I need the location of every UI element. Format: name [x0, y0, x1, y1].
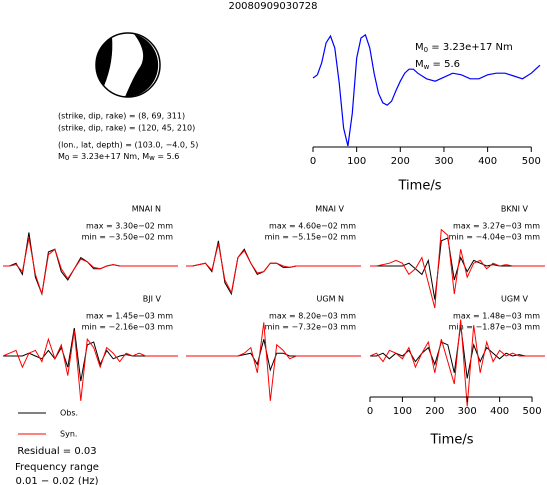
- text-part: M: [415, 42, 424, 53]
- annotation: M0 = 3.23e+17 Nm: [415, 42, 513, 54]
- legend-label: Syn.: [60, 430, 77, 439]
- moment-line: M0 = 3.23e+17 Nm, Mw = 5.6: [58, 152, 179, 163]
- text-part: = 5.6: [155, 152, 180, 161]
- data-line: [186, 322, 361, 401]
- subscript: 0: [424, 46, 428, 54]
- subscript: w: [149, 154, 155, 162]
- min-label: min = −4.04e−03 mm: [449, 233, 541, 242]
- text-part: = 3.23e+17 Nm, M: [69, 152, 149, 161]
- x-tick-label: 400: [478, 156, 497, 167]
- x-axis-label: Time/s: [430, 433, 474, 448]
- annotation: Mw = 5.6: [415, 59, 460, 71]
- station-label: UGM V: [501, 295, 529, 304]
- beachball-compression: [95, 37, 113, 86]
- text-part: = 5.6: [429, 59, 460, 70]
- x-tick-label: 500: [522, 156, 541, 167]
- x-tick-label: 200: [391, 156, 410, 167]
- data-line: [370, 228, 545, 309]
- max-label: max = 3.27e−03 mm: [453, 222, 540, 231]
- max-label: max = 8.20e−03 mm: [269, 312, 356, 321]
- data-line: [312, 33, 541, 147]
- text-part: = 3.23e+17 Nm: [428, 42, 513, 53]
- max-label: max = 1.45e−03 mm: [86, 312, 173, 321]
- min-label: min = −7.32e−03 mm: [265, 323, 357, 332]
- subscript: w: [424, 63, 430, 71]
- station-label: BJI V: [143, 295, 162, 304]
- x-axis-label: Time/s: [398, 179, 442, 194]
- min-label: min = −2.16e−03 mm: [82, 323, 174, 332]
- legend-label: Obs.: [60, 409, 78, 418]
- mechanism-line: (strike, dip, rake) = (8, 69, 311): [58, 112, 185, 121]
- x-tick-label: 300: [458, 406, 477, 417]
- mechanism-line: (lon., lat, depth) = (103.0, −4.0, 5): [58, 141, 198, 150]
- text-part: M: [58, 152, 65, 161]
- beachball-compression: [125, 34, 159, 98]
- station-label: MNAI N: [132, 205, 161, 214]
- x-tick-label: 300: [434, 156, 453, 167]
- data-line: [3, 237, 178, 295]
- x-tick-label: 500: [522, 406, 541, 417]
- frequency-label: Frequency range: [15, 462, 99, 473]
- data-line: [2, 330, 178, 401]
- min-label: min = −3.50e−02 mm: [82, 233, 174, 242]
- residual: Residual = 0.03: [17, 446, 96, 457]
- station-label: BKNI V: [501, 205, 529, 214]
- text-part: M: [415, 59, 424, 70]
- x-tick-label: 100: [347, 156, 366, 167]
- x-tick-label: 0: [310, 156, 316, 167]
- station-label: UGM N: [317, 295, 345, 304]
- max-label: max = 1.48e−03 mm: [453, 312, 540, 321]
- x-tick-label: 0: [367, 406, 373, 417]
- frequency-range: 0.01 − 0.02 (Hz): [15, 476, 98, 485]
- max-label: max = 4.60e−02 mm: [269, 222, 356, 231]
- subscript: 0: [65, 154, 69, 162]
- data-line: [369, 319, 545, 407]
- station-label: MNAI V: [315, 205, 344, 214]
- title: 20080909030728: [228, 1, 317, 12]
- data-line: [186, 243, 361, 295]
- min-label: min = −5.15e−02 mm: [265, 233, 357, 242]
- beachball: [95, 32, 161, 98]
- min-label: min = −1.87e−03 mm: [449, 323, 541, 332]
- x-tick-label: 100: [393, 406, 412, 417]
- x-tick-label: 400: [490, 406, 509, 417]
- x-tick-label: 200: [425, 406, 444, 417]
- max-label: max = 3.30e−02 mm: [86, 222, 173, 231]
- mechanism-line: (strike, dip, rake) = (120, 45, 210): [58, 124, 195, 133]
